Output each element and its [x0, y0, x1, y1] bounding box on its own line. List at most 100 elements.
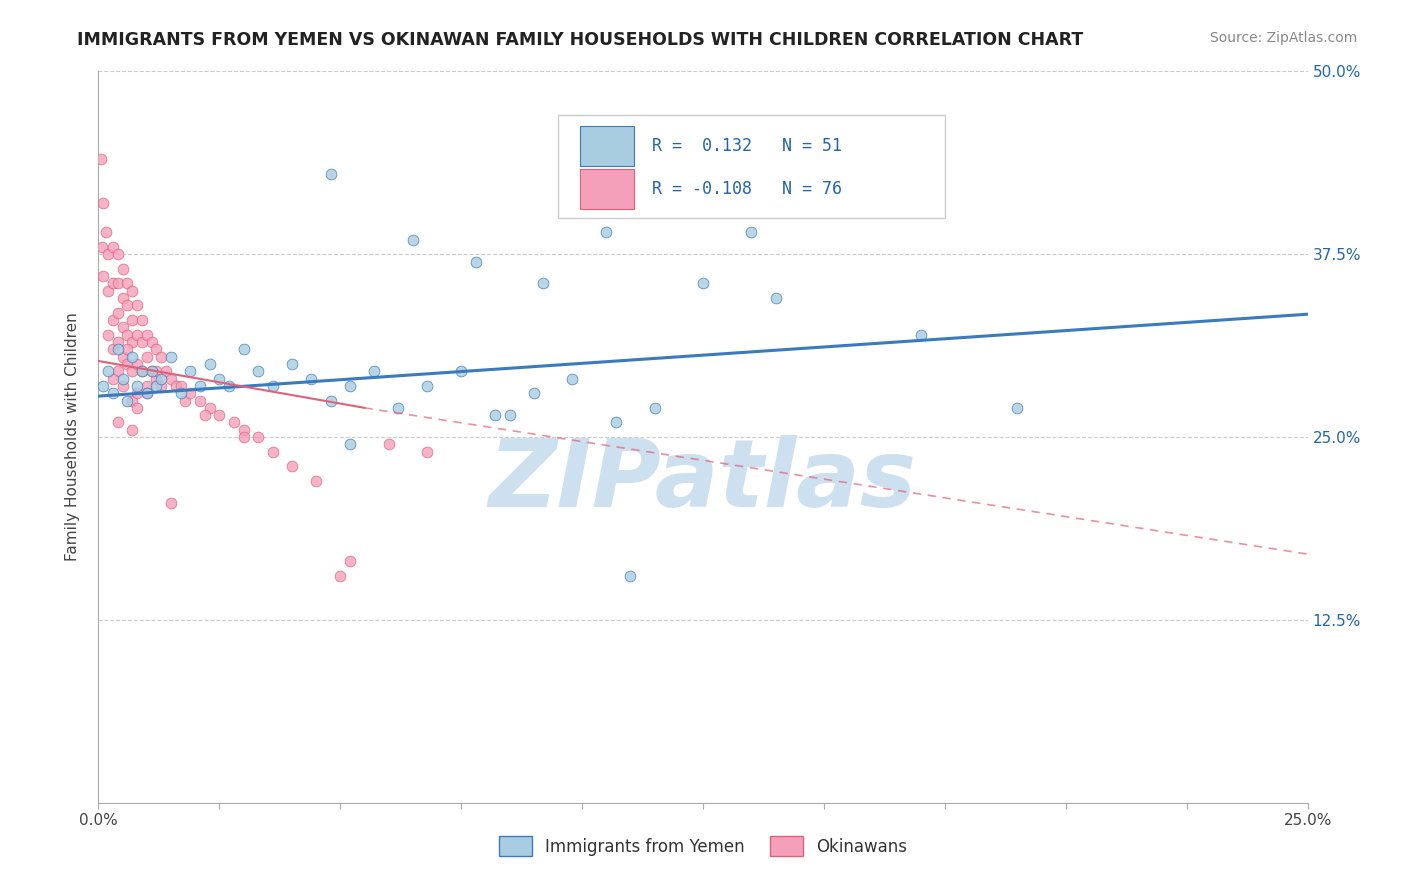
- Point: [299, 371, 322, 385]
- Point: [377, 437, 399, 451]
- Point: [218, 379, 240, 393]
- Point: [135, 386, 157, 401]
- Bar: [579, 169, 634, 209]
- Point: [803, 188, 825, 202]
- Point: [131, 313, 153, 327]
- Point: [127, 357, 149, 371]
- Point: [208, 408, 231, 422]
- Point: [121, 313, 143, 327]
- Point: [305, 474, 328, 488]
- Point: [232, 423, 254, 437]
- Point: [121, 334, 143, 349]
- Point: [131, 364, 153, 378]
- Y-axis label: Family Households with Children: Family Households with Children: [65, 313, 80, 561]
- Point: [281, 459, 304, 474]
- Point: [619, 569, 641, 583]
- Point: [765, 291, 787, 305]
- Point: [145, 343, 167, 357]
- Point: [145, 371, 167, 385]
- Point: [135, 350, 157, 364]
- Point: [247, 430, 270, 444]
- Point: [232, 430, 254, 444]
- Point: [179, 386, 201, 401]
- Point: [160, 350, 183, 364]
- Point: [339, 554, 361, 568]
- Point: [155, 364, 177, 378]
- Point: [498, 408, 520, 422]
- Point: [329, 569, 352, 583]
- Point: [416, 379, 439, 393]
- Point: [644, 401, 666, 415]
- Point: [111, 320, 134, 334]
- Point: [208, 371, 231, 385]
- Point: [387, 401, 409, 415]
- Point: [127, 401, 149, 415]
- Point: [127, 298, 149, 312]
- Point: [150, 371, 173, 385]
- Point: [416, 444, 439, 458]
- Point: [101, 386, 124, 401]
- Point: [101, 371, 124, 385]
- Point: [111, 261, 134, 276]
- Point: [97, 247, 120, 261]
- Point: [402, 233, 425, 247]
- Point: [107, 334, 129, 349]
- Text: IMMIGRANTS FROM YEMEN VS OKINAWAN FAMILY HOUSEHOLDS WITH CHILDREN CORRELATION CH: IMMIGRANTS FROM YEMEN VS OKINAWAN FAMILY…: [77, 31, 1084, 49]
- Point: [145, 379, 167, 393]
- Point: [111, 350, 134, 364]
- Point: [363, 364, 385, 378]
- Point: [169, 379, 191, 393]
- Point: [131, 364, 153, 378]
- Point: [101, 343, 124, 357]
- Point: [107, 364, 129, 378]
- Point: [107, 416, 129, 430]
- Point: [127, 386, 149, 401]
- Point: [188, 393, 211, 408]
- Bar: [579, 126, 634, 167]
- Point: [121, 423, 143, 437]
- Point: [531, 277, 554, 291]
- Point: [90, 152, 112, 166]
- Point: [860, 160, 883, 174]
- Point: [319, 393, 342, 408]
- Point: [91, 196, 114, 211]
- Point: [117, 298, 139, 312]
- Point: [165, 379, 187, 393]
- Point: [595, 225, 617, 239]
- Point: [121, 393, 143, 408]
- Point: [127, 327, 149, 342]
- Point: [339, 437, 361, 451]
- Point: [117, 357, 139, 371]
- Point: [127, 379, 149, 393]
- Point: [97, 364, 120, 378]
- Point: [117, 327, 139, 342]
- Point: [1007, 401, 1029, 415]
- Point: [97, 284, 120, 298]
- Legend: Immigrants from Yemen, Okinawans: Immigrants from Yemen, Okinawans: [491, 828, 915, 864]
- Point: [150, 350, 173, 364]
- Point: [179, 364, 201, 378]
- Point: [605, 416, 627, 430]
- Point: [121, 284, 143, 298]
- Point: [262, 444, 284, 458]
- Point: [198, 401, 221, 415]
- Point: [117, 393, 139, 408]
- Point: [740, 225, 762, 239]
- Point: [247, 364, 270, 378]
- Point: [121, 364, 143, 378]
- Point: [450, 364, 472, 378]
- Point: [232, 343, 254, 357]
- Point: [121, 350, 143, 364]
- Point: [160, 371, 183, 385]
- Point: [174, 393, 197, 408]
- Point: [198, 357, 221, 371]
- Point: [135, 386, 157, 401]
- Point: [188, 379, 211, 393]
- Point: [222, 416, 245, 430]
- Point: [107, 343, 129, 357]
- Point: [107, 306, 129, 320]
- Point: [117, 277, 139, 291]
- Point: [101, 240, 124, 254]
- Point: [107, 247, 129, 261]
- Point: [141, 364, 163, 378]
